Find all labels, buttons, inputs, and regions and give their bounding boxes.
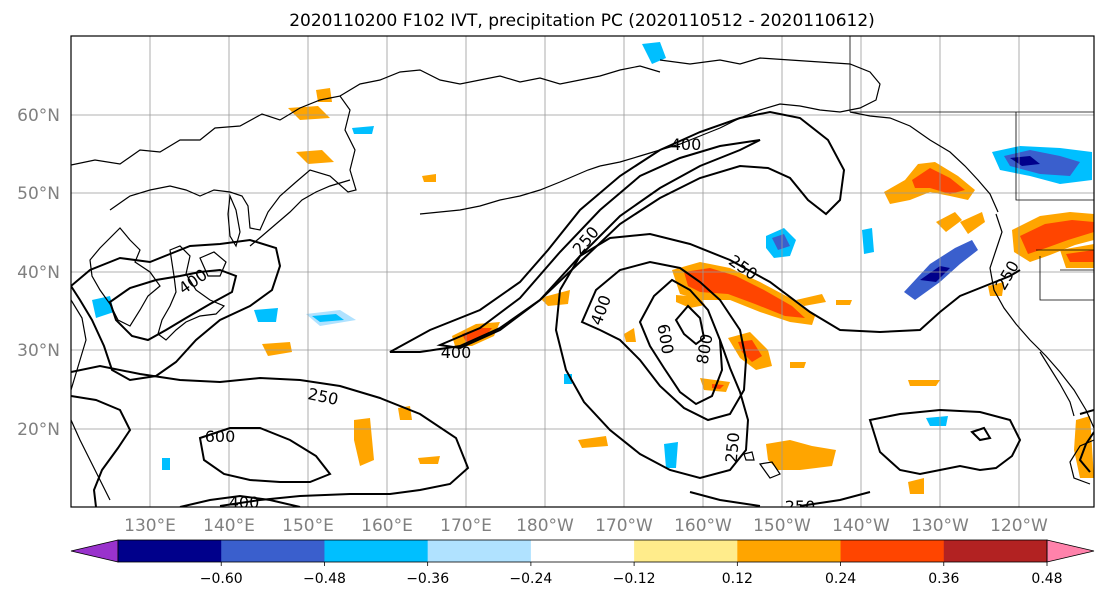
- colorbar-tick-label: −0.36: [406, 571, 449, 587]
- colorbar-segment: [118, 540, 222, 562]
- colorbar-segment: [943, 540, 1048, 562]
- colorbar-tick-label: −0.12: [613, 571, 656, 587]
- map-title: 2020110200 F102 IVT, precipitation PC (2…: [289, 11, 875, 31]
- colorbar: −0.60 −0.48 −0.36 −0.24 −0.12 0.12 0.24 0.36 0.4…: [70, 539, 1095, 587]
- lat-label: 60°N: [17, 106, 60, 126]
- colorbar-tick-label: −0.48: [303, 571, 346, 587]
- colorbar-segment: [324, 540, 429, 562]
- coastlines: [71, 57, 1094, 501]
- lat-label: 30°N: [17, 341, 60, 361]
- colorbar-extend-low: [70, 539, 119, 563]
- colorbar-tick-label: 0.36: [928, 571, 959, 587]
- colorbar-segment: [530, 540, 635, 562]
- lon-label: 170°E: [440, 516, 492, 536]
- lon-label: 130°W: [911, 516, 969, 536]
- lat-label: 20°N: [17, 420, 60, 440]
- colorbar-segment: [634, 540, 738, 562]
- colorbar-segment: [737, 540, 842, 562]
- lon-label: 180°W: [516, 516, 574, 536]
- ivt-contours: [71, 110, 1094, 507]
- lon-label: 140°E: [203, 516, 255, 536]
- lat-label: 40°N: [17, 263, 60, 283]
- lon-label: 150°W: [753, 516, 811, 536]
- colorbar-tick-label: −0.60: [200, 571, 243, 587]
- borders: [849, 36, 1094, 301]
- map-frame: [70, 35, 1095, 508]
- lat-label: 50°N: [17, 184, 60, 204]
- colorbar-tick-label: 0.12: [722, 571, 753, 587]
- ivt-label: 400: [671, 135, 702, 154]
- map-area: 400 250 400 400 250 600 400 400 600 800 …: [71, 36, 1094, 516]
- longitude-labels: 130°E 140°E 150°E 160°E 170°E 180°W 170°…: [124, 516, 1048, 536]
- lon-label: 120°W: [990, 516, 1048, 536]
- lon-label: 160°E: [361, 516, 413, 536]
- precip-shading: [92, 42, 1094, 494]
- ivt-label: 250: [722, 431, 744, 463]
- colorbar-segment: [427, 540, 532, 562]
- lon-label: 170°W: [595, 516, 653, 536]
- ivt-label: 400: [229, 493, 260, 512]
- colorbar-tick-label: 0.48: [1031, 571, 1062, 587]
- colorbar-segment: [840, 540, 945, 562]
- lon-label: 150°E: [282, 516, 334, 536]
- lon-label: 140°W: [832, 516, 890, 536]
- colorbar-tick-label: 0.24: [825, 571, 856, 587]
- ivt-label: 400: [441, 343, 472, 362]
- colorbar-segment: [221, 540, 325, 562]
- colorbar-tick-label: −0.24: [509, 571, 552, 587]
- latitude-labels: 60°N 50°N 40°N 30°N 20°N: [17, 106, 60, 440]
- ivt-label: 600: [205, 427, 236, 446]
- lon-label: 130°E: [124, 516, 176, 536]
- colorbar-extend-high: [1046, 539, 1095, 563]
- lon-label: 160°W: [674, 516, 732, 536]
- ivt-label: 250: [785, 497, 816, 516]
- colorbar-outline: [117, 539, 1048, 563]
- graticule: [71, 36, 1094, 507]
